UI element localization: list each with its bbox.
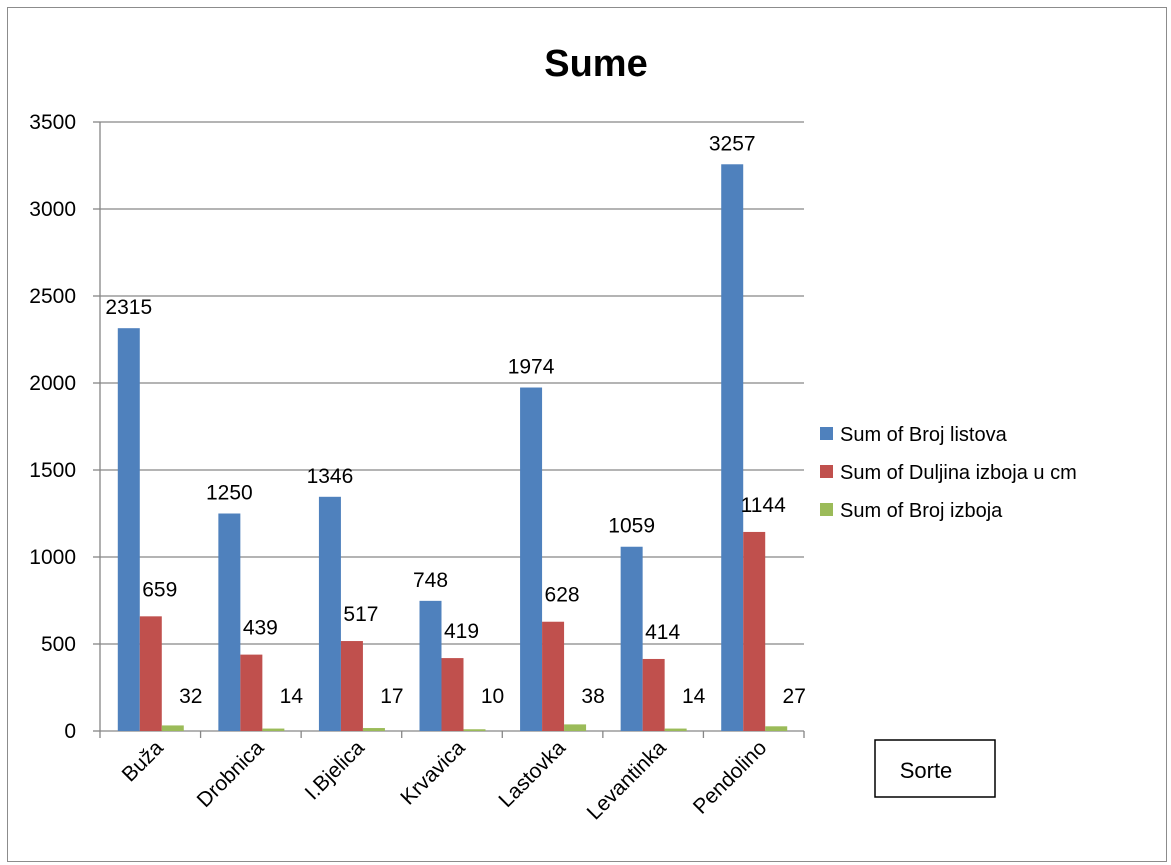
bars — [117, 164, 788, 732]
y-tick-label: 0 — [64, 720, 76, 743]
bar-1 — [117, 328, 140, 731]
data-label: 628 — [545, 584, 580, 607]
x-tick-label: Lastovka — [494, 736, 570, 812]
bar-2 — [340, 641, 363, 731]
legend: Sum of Broj listova Sum of Duljina izboja… — [820, 424, 1077, 522]
data-label: 439 — [243, 617, 278, 640]
legend-swatch — [820, 427, 833, 440]
y-axis-ticks: 0 500 1000 1500 2000 2500 3000 3500 — [29, 111, 76, 743]
legend-label: Sum of Broj izboja — [840, 500, 1003, 522]
bar-2 — [542, 621, 565, 731]
bar-1 — [419, 600, 442, 731]
legend-label: Sum of Broj listova — [840, 424, 1008, 446]
y-tick-label: 2500 — [29, 285, 76, 308]
data-label: 32 — [179, 685, 202, 708]
y-tick-label: 3500 — [29, 111, 76, 134]
bar-1 — [218, 513, 241, 731]
data-label: 27 — [783, 685, 806, 708]
x-tick-label: Buža — [118, 736, 168, 786]
data-label: 1974 — [508, 356, 555, 379]
x-tick-label: I.Bjelica — [301, 736, 369, 804]
data-label: 3257 — [709, 132, 756, 155]
y-tick-label: 500 — [41, 633, 76, 656]
y-tick-label: 1500 — [29, 459, 76, 482]
data-label: 517 — [343, 603, 378, 626]
data-label: 1346 — [307, 465, 354, 488]
data-label: 659 — [142, 578, 177, 601]
data-labels: 2315 659 32 1250 439 14 1346 517 17 748 419 10 1974 6… — [105, 132, 805, 708]
grid-lines — [100, 121, 804, 645]
data-label: 38 — [581, 685, 604, 708]
bar-3 — [564, 724, 587, 731]
bar-1 — [318, 496, 341, 731]
bar-2 — [240, 654, 263, 731]
x-tick-label: Krvavica — [396, 736, 469, 809]
data-label: 414 — [645, 621, 680, 644]
bar-2 — [743, 531, 766, 731]
bar-1 — [620, 546, 643, 731]
bar-3 — [664, 728, 687, 731]
x-axis-title: Sorte — [900, 758, 953, 783]
data-label: 1059 — [608, 515, 655, 538]
bar-3 — [463, 729, 486, 731]
legend-swatch — [820, 465, 833, 478]
bar-2 — [139, 616, 162, 731]
axes — [93, 121, 805, 738]
x-axis-title-box: Sorte — [874, 739, 996, 798]
bar-1 — [721, 164, 744, 732]
y-tick-label: 3000 — [29, 198, 76, 221]
data-label: 1144 — [741, 494, 786, 517]
x-tick-label: Pendolino — [689, 736, 771, 818]
y-tick-label: 1000 — [29, 546, 76, 569]
data-label: 2315 — [105, 296, 152, 319]
y-tick-label: 2000 — [29, 372, 76, 395]
data-label: 10 — [481, 685, 504, 708]
bar-1 — [520, 387, 543, 731]
x-tick-label: Drobnica — [193, 736, 269, 812]
data-label: 17 — [380, 685, 403, 708]
data-label: 1250 — [206, 482, 253, 505]
chart-frame — [7, 7, 1167, 862]
data-label: 419 — [444, 620, 479, 643]
data-label: 14 — [682, 685, 706, 708]
bar-3 — [161, 725, 184, 731]
legend-swatch — [820, 503, 833, 516]
legend-label: Sum of Duljina izboja u cm — [840, 462, 1077, 484]
bar-2 — [441, 658, 464, 731]
data-label: 14 — [280, 685, 304, 708]
x-tick-label: Levantinka — [583, 736, 671, 824]
bar-3 — [765, 726, 788, 731]
bar-2 — [642, 658, 665, 731]
bar-3 — [362, 728, 385, 731]
x-axis-ticks: Buža Drobnica I.Bjelica Krvavica Lastovka Lev… — [118, 736, 772, 824]
bar-3 — [262, 728, 285, 731]
data-label: 748 — [413, 569, 448, 592]
chart-title: Sume — [544, 43, 647, 85]
